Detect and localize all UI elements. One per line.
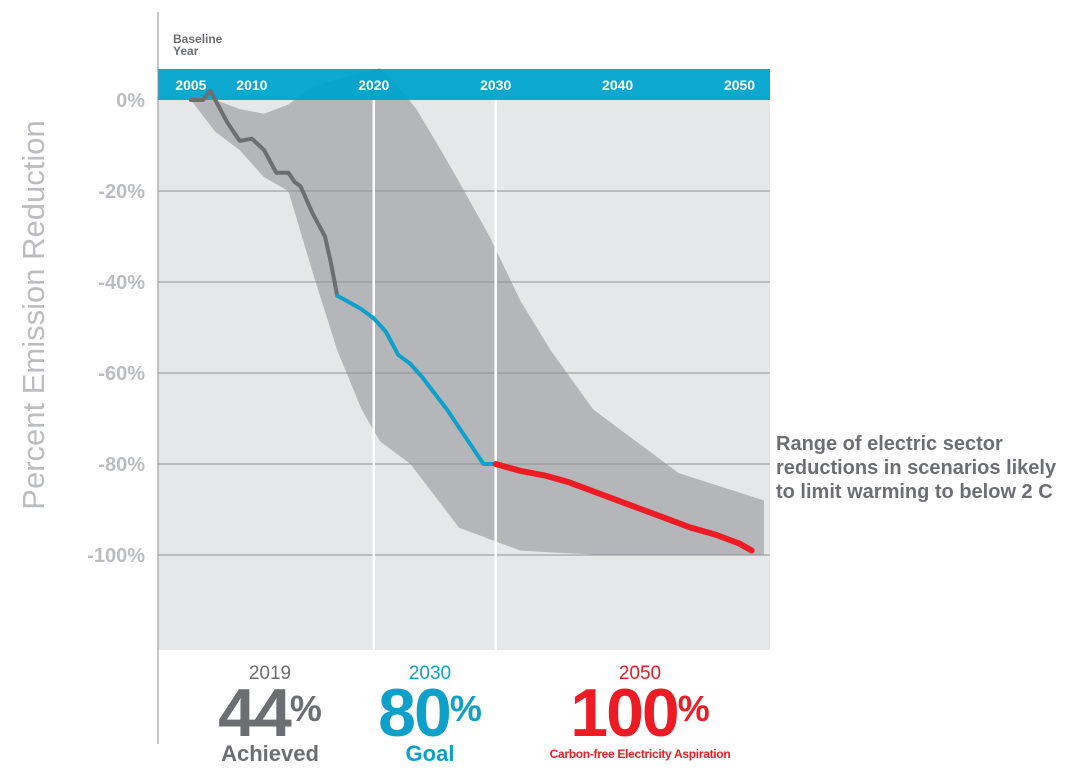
- stat-goal-value: 80: [378, 675, 452, 751]
- y-tick-60: -60%: [98, 363, 145, 385]
- y-tick-100: -100%: [87, 545, 145, 567]
- baseline-year-text: Baseline Year: [173, 32, 223, 58]
- stat-achieved-caption: Achieved: [221, 741, 319, 766]
- y-tick-20: -20%: [98, 181, 145, 203]
- y-tick-0: 0%: [116, 90, 145, 112]
- stat-aspiration: 2050 100% Carbon-free Electricity Aspira…: [515, 663, 765, 765]
- stat-aspiration-value: 100: [570, 675, 679, 751]
- range-annotation: Range of electric sector reductions in s…: [776, 433, 1057, 503]
- stat-goal: 2030 80% Goal: [360, 663, 500, 766]
- baseline-year-label: Baseline Year: [173, 32, 223, 58]
- baseline-word-0: Baseline: [173, 32, 223, 46]
- baseline-word-1: Year: [173, 44, 199, 58]
- stat-achieved-unit: %: [289, 688, 322, 729]
- gridlines: [158, 100, 770, 650]
- stat-achieved-year: 2019: [248, 663, 292, 684]
- stat-achieved: 2019 44% Achieved: [195, 663, 345, 766]
- series-lines: [188, 88, 755, 554]
- x-tick-2040: 2040: [602, 77, 633, 93]
- stat-aspiration-unit: %: [677, 688, 710, 729]
- x-tick-2030: 2030: [480, 77, 511, 93]
- x-tick-2050: 2050: [724, 77, 755, 93]
- x-tick-2005: 2005: [175, 77, 206, 93]
- y-tick-80: -80%: [98, 454, 145, 476]
- x-tick-2020: 2020: [358, 77, 389, 93]
- stat-goal-caption: Goal: [405, 741, 455, 766]
- x-tick-2010: 2010: [236, 77, 267, 93]
- x-axis-bar: 2005 2010 2020 2030 2040 2050: [158, 69, 770, 100]
- range-band-group: [190, 68, 764, 555]
- stat-aspiration-caption: Carbon-free Electricity Aspiration: [549, 747, 731, 761]
- x-axis-bar-rect: [158, 69, 770, 100]
- series-line-aspiration: [492, 461, 755, 554]
- stat-achieved-value: 44: [218, 675, 292, 751]
- y-tick-labels: 0% -20% -40% -60% -80% -100%: [87, 90, 145, 567]
- stat-goal-unit: %: [449, 688, 482, 729]
- series-line-achieved: [188, 88, 340, 298]
- range-band: [190, 68, 764, 555]
- series-line-goal: [335, 293, 498, 466]
- y-axis-title: Percent Emission Reduction: [16, 120, 51, 509]
- stat-aspiration-year: 2050: [618, 663, 662, 684]
- y-axis-title-text: Percent Emission Reduction: [16, 120, 51, 509]
- y-tick-40: -40%: [98, 272, 145, 294]
- stat-goal-year: 2030: [408, 663, 452, 684]
